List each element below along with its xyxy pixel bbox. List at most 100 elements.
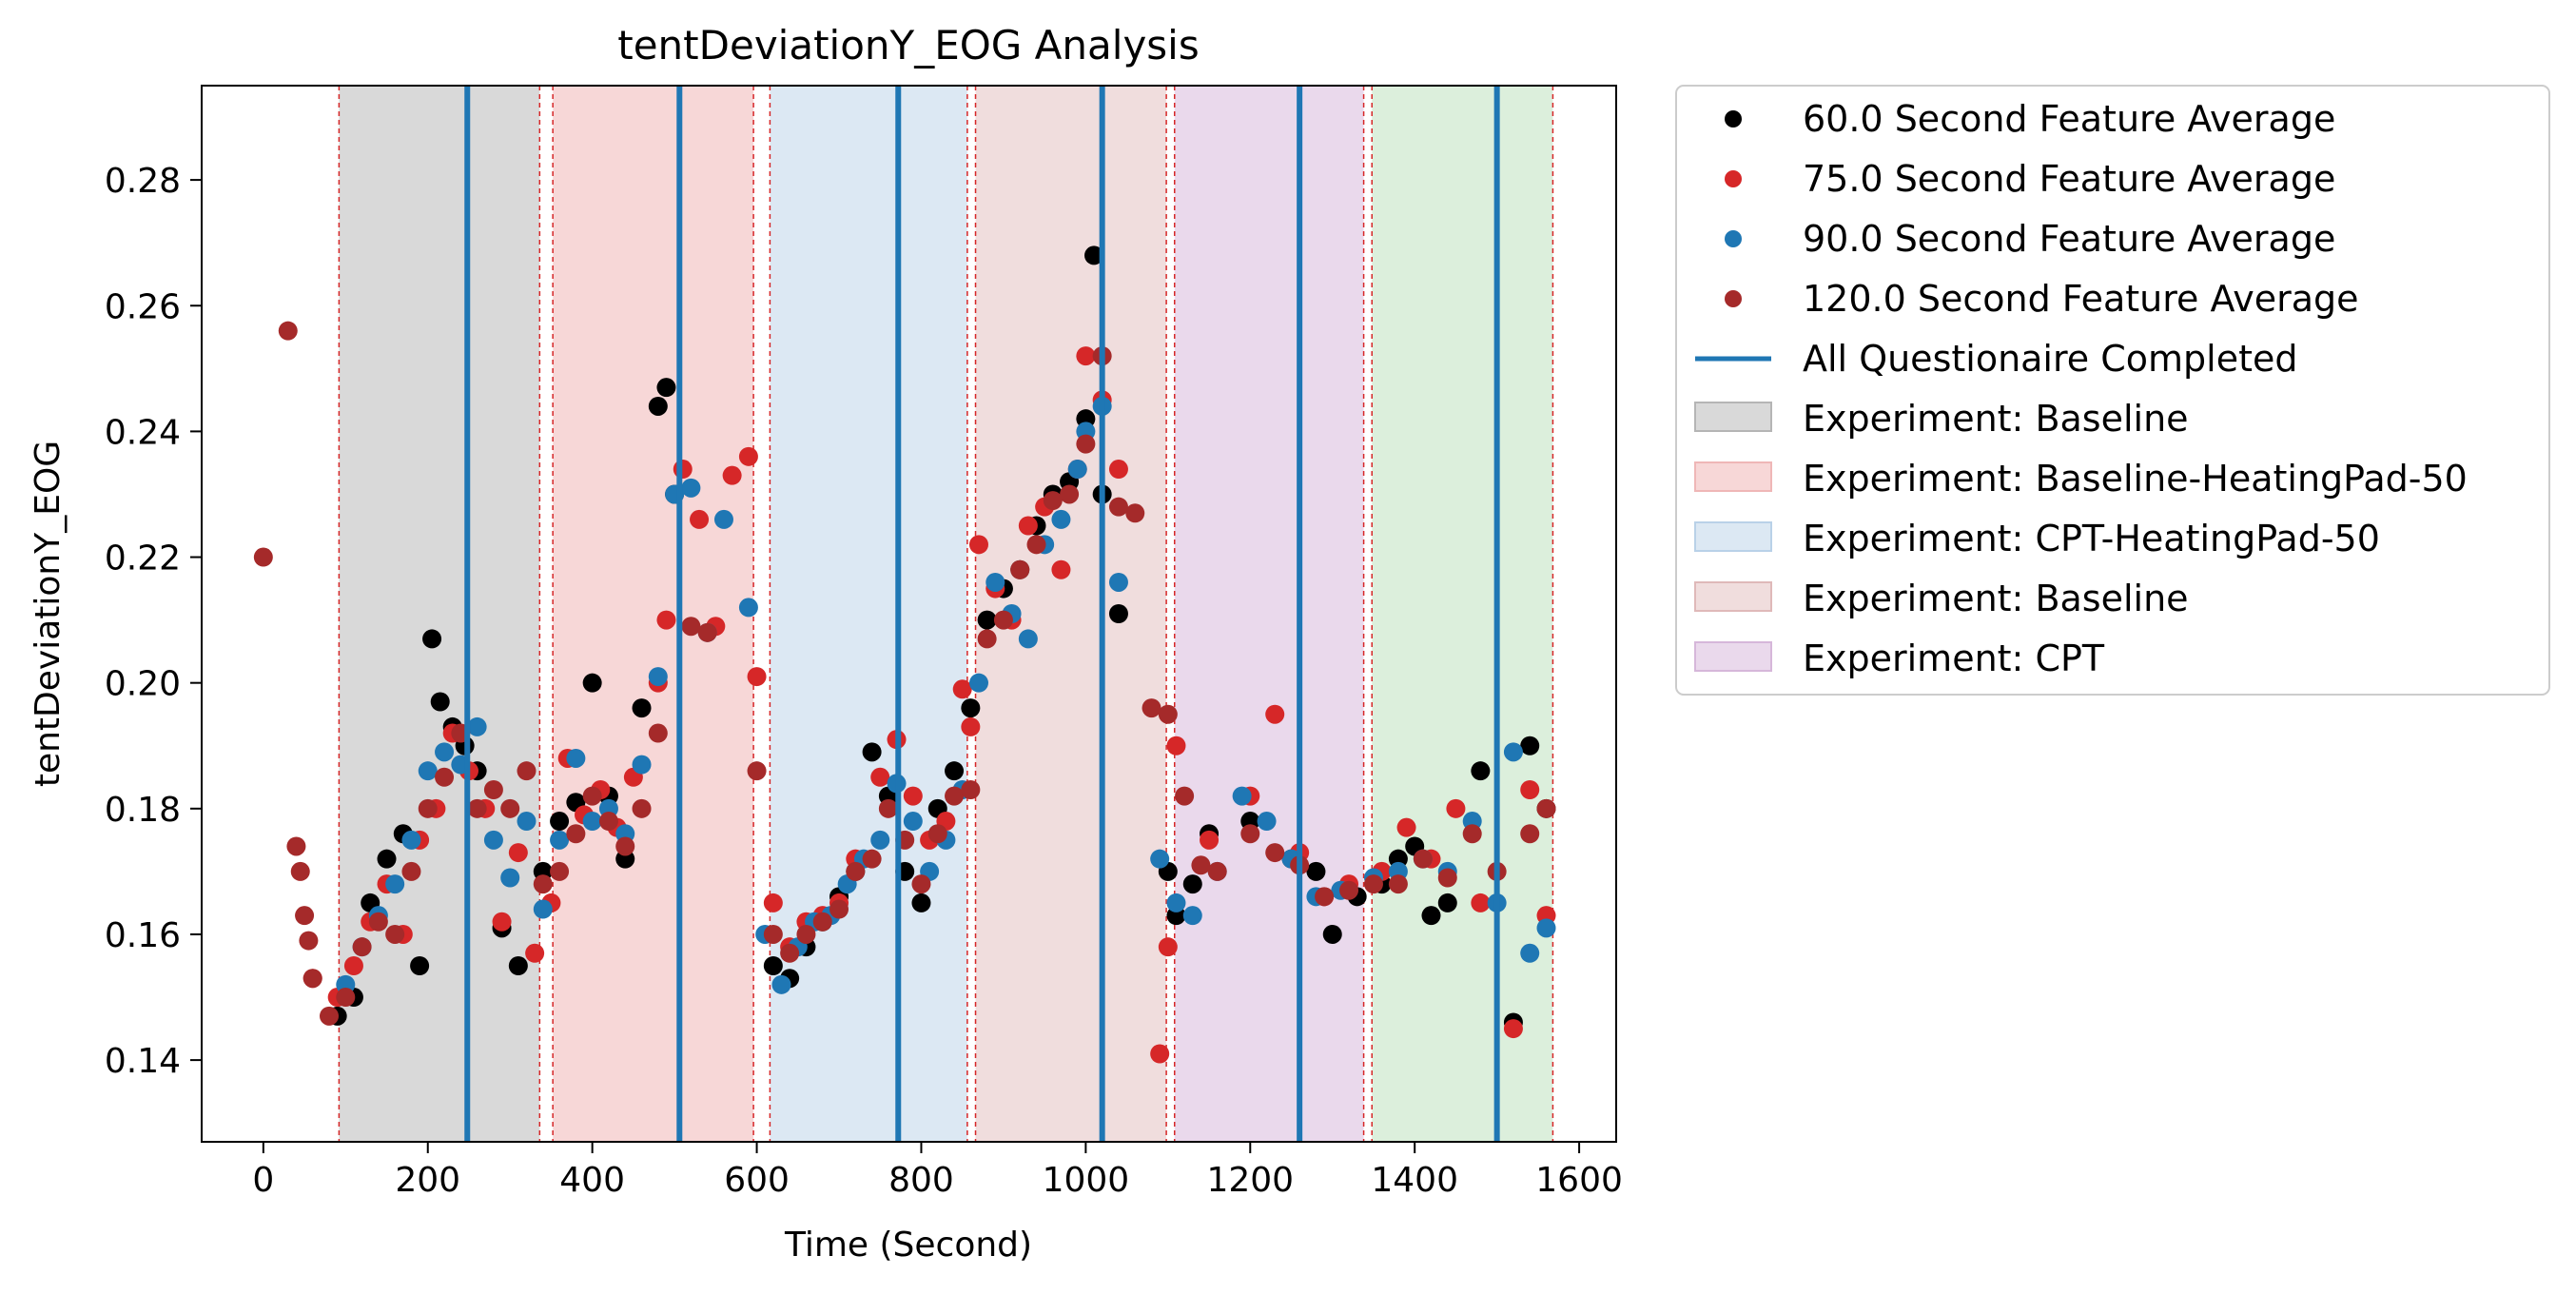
y-tick-label: 0.26 <box>105 287 181 326</box>
data-point <box>533 874 553 894</box>
data-point <box>1158 704 1178 724</box>
legend-label-120s: 120.0 Second Feature Average <box>1803 278 2359 320</box>
data-point <box>1158 937 1178 957</box>
data-point <box>422 629 442 649</box>
data-point <box>517 761 537 781</box>
data-point <box>336 988 356 1008</box>
data-point <box>870 830 890 850</box>
series-4-points <box>253 321 1556 1026</box>
data-point <box>738 446 758 466</box>
legend-swatch-region-4 <box>1694 581 1772 612</box>
data-point <box>656 610 676 630</box>
data-point <box>598 812 618 832</box>
data-point <box>681 478 701 498</box>
data-point <box>812 912 832 932</box>
x-tick-label: 1200 <box>1206 1161 1294 1200</box>
chart-title: tentDeviationY_EOG Analysis <box>617 22 1199 69</box>
data-point <box>1108 572 1128 592</box>
data-point <box>1182 906 1202 926</box>
data-point <box>1084 245 1104 265</box>
plot-frame <box>201 85 1617 1143</box>
data-point <box>1306 861 1326 881</box>
legend-label-questionnaire: All Questionaire Completed <box>1803 338 2298 380</box>
data-point <box>1503 742 1523 762</box>
data-point <box>302 969 322 989</box>
data-point <box>829 899 849 919</box>
data-point <box>648 667 668 687</box>
data-point <box>1108 497 1128 517</box>
data-point <box>582 812 602 832</box>
data-point <box>961 780 981 799</box>
data-point <box>1437 868 1457 888</box>
data-point <box>1125 503 1145 523</box>
data-point <box>1520 943 1540 963</box>
data-point <box>648 396 668 416</box>
data-point <box>483 830 503 850</box>
data-point <box>1207 861 1227 881</box>
data-point <box>368 912 388 932</box>
data-point <box>977 610 997 630</box>
x-tick-label: 400 <box>559 1161 625 1200</box>
y-tick-label: 0.18 <box>105 791 181 830</box>
data-point <box>435 767 455 787</box>
data-point <box>632 798 652 818</box>
data-point <box>377 849 397 869</box>
data-point <box>430 692 450 712</box>
data-point <box>418 761 438 781</box>
x-tick-label: 600 <box>724 1161 790 1200</box>
data-point <box>533 899 553 919</box>
data-point <box>1471 761 1491 781</box>
x-tick-label: 200 <box>395 1161 460 1200</box>
data-point <box>968 535 988 555</box>
legend: 60.0 Second Feature Average 75.0 Second … <box>1675 85 2550 696</box>
data-point <box>1150 1044 1170 1064</box>
y-tick-label: 0.24 <box>105 413 181 452</box>
data-point <box>1026 535 1046 555</box>
data-point <box>846 861 866 881</box>
data-point <box>467 798 487 818</box>
legend-marker-90s <box>1725 230 1742 247</box>
data-point <box>582 786 602 806</box>
legend-label-region-5: Experiment: CPT <box>1803 638 2105 679</box>
data-point <box>401 830 421 850</box>
data-point <box>500 868 520 888</box>
data-point <box>1018 516 1038 536</box>
data-point <box>1363 874 1383 894</box>
data-point <box>780 943 800 963</box>
data-point <box>508 956 528 975</box>
data-point <box>945 761 965 781</box>
legend-label-region-4: Experiment: Baseline <box>1803 578 2189 619</box>
data-point <box>763 893 783 912</box>
data-point <box>286 836 306 856</box>
questionnaire-lines <box>464 86 1500 1142</box>
y-axis-label: tentDeviationY_EOG <box>29 441 68 787</box>
data-point <box>911 893 931 912</box>
y-tick-label: 0.16 <box>105 916 181 955</box>
y-tick-label: 0.22 <box>105 540 181 579</box>
experiment-region-6 <box>1372 86 1553 1142</box>
data-point <box>1339 880 1359 900</box>
data-point <box>862 742 882 762</box>
data-point <box>722 465 742 485</box>
data-point <box>1421 906 1441 926</box>
data-point <box>1265 704 1285 724</box>
data-point <box>862 849 882 869</box>
data-point <box>681 617 701 637</box>
data-point <box>500 798 520 818</box>
data-point <box>952 679 972 699</box>
data-point <box>632 755 652 775</box>
data-point <box>343 956 363 975</box>
data-point <box>1018 629 1038 649</box>
data-point <box>1471 893 1491 912</box>
data-point <box>1265 843 1285 863</box>
legend-label-region-3: Experiment: CPT-HeatingPad-50 <box>1803 518 2380 559</box>
data-point <box>1182 874 1202 894</box>
data-point <box>550 812 570 832</box>
data-point <box>566 748 586 768</box>
y-axis-ticks: 0.14 0.16 0.18 0.20 0.22 0.24 0.26 0.28 <box>105 162 202 1081</box>
data-point <box>418 798 438 818</box>
data-point <box>903 812 923 832</box>
legend-label-90s: 90.0 Second Feature Average <box>1803 218 2335 260</box>
data-point <box>986 572 1005 592</box>
data-point <box>1322 924 1342 944</box>
